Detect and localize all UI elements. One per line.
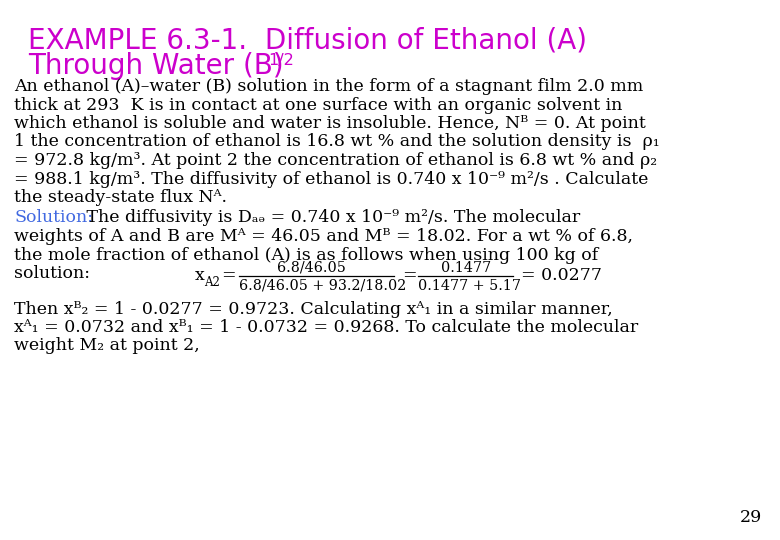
Text: =: = xyxy=(402,267,417,284)
Text: the mole fraction of ethanol (A) is as follows when using 100 kg of: the mole fraction of ethanol (A) is as f… xyxy=(14,246,598,264)
Text: 6.8/46.05 + 93.2/18.02: 6.8/46.05 + 93.2/18.02 xyxy=(239,279,406,293)
Text: The diffusivity is Dₐₔ = 0.740 x 10⁻⁹ m²/s. The molecular: The diffusivity is Dₐₔ = 0.740 x 10⁻⁹ m²… xyxy=(81,210,580,226)
Text: weight M₂ at point 2,: weight M₂ at point 2, xyxy=(14,338,200,354)
Text: = 988.1 kg/m³. The diffusivity of ethanol is 0.740 x 10⁻⁹ m²/s . Calculate: = 988.1 kg/m³. The diffusivity of ethano… xyxy=(14,171,648,187)
Text: 29: 29 xyxy=(739,509,762,526)
Text: EXAMPLE 6.3-1.  Diffusion of Ethanol (A): EXAMPLE 6.3-1. Diffusion of Ethanol (A) xyxy=(28,27,587,55)
Text: 1 the concentration of ethanol is 16.8 wt % and the solution density is  ρ₁: 1 the concentration of ethanol is 16.8 w… xyxy=(14,133,660,151)
Text: 0.1477 + 5.17: 0.1477 + 5.17 xyxy=(418,279,521,293)
Text: Through Water (B): Through Water (B) xyxy=(28,52,292,80)
Text: thick at 293  K is in contact at one surface with an organic solvent in: thick at 293 K is in contact at one surf… xyxy=(14,97,622,113)
Text: which ethanol is soluble and water is insoluble. Hence, Nᴮ = 0. At point: which ethanol is soluble and water is in… xyxy=(14,115,646,132)
Text: 1/2: 1/2 xyxy=(268,53,294,68)
Text: Then xᴮ₂ = 1 - 0.0277 = 0.9723. Calculating xᴬ₁ in a similar manner,: Then xᴮ₂ = 1 - 0.0277 = 0.9723. Calculat… xyxy=(14,300,613,318)
Text: xᴬ₁ = 0.0732 and xᴮ₁ = 1 - 0.0732 = 0.9268. To calculate the molecular: xᴬ₁ = 0.0732 and xᴮ₁ = 1 - 0.0732 = 0.92… xyxy=(14,319,638,336)
Text: weights of A and B are Mᴬ = 46.05 and Mᴮ = 18.02. For a wt % of 6.8,: weights of A and B are Mᴬ = 46.05 and Mᴮ… xyxy=(14,228,633,245)
Text: solution:: solution: xyxy=(14,265,90,282)
Text: = 972.8 kg/m³. At point 2 the concentration of ethanol is 6.8 wt % and ρ₂: = 972.8 kg/m³. At point 2 the concentrat… xyxy=(14,152,657,169)
Text: x: x xyxy=(195,267,204,284)
Text: 0.1477: 0.1477 xyxy=(441,260,491,274)
Text: 6.8/46.05: 6.8/46.05 xyxy=(276,260,346,274)
Text: An ethanol (A)–water (B) solution in the form of a stagnant film 2.0 mm: An ethanol (A)–water (B) solution in the… xyxy=(14,78,643,95)
Text: Solution:: Solution: xyxy=(14,210,93,226)
Text: = 0.0277: = 0.0277 xyxy=(521,267,602,284)
Text: the steady-state flux Nᴬ.: the steady-state flux Nᴬ. xyxy=(14,189,227,206)
Text: =: = xyxy=(221,267,236,284)
Text: A2: A2 xyxy=(204,276,220,289)
